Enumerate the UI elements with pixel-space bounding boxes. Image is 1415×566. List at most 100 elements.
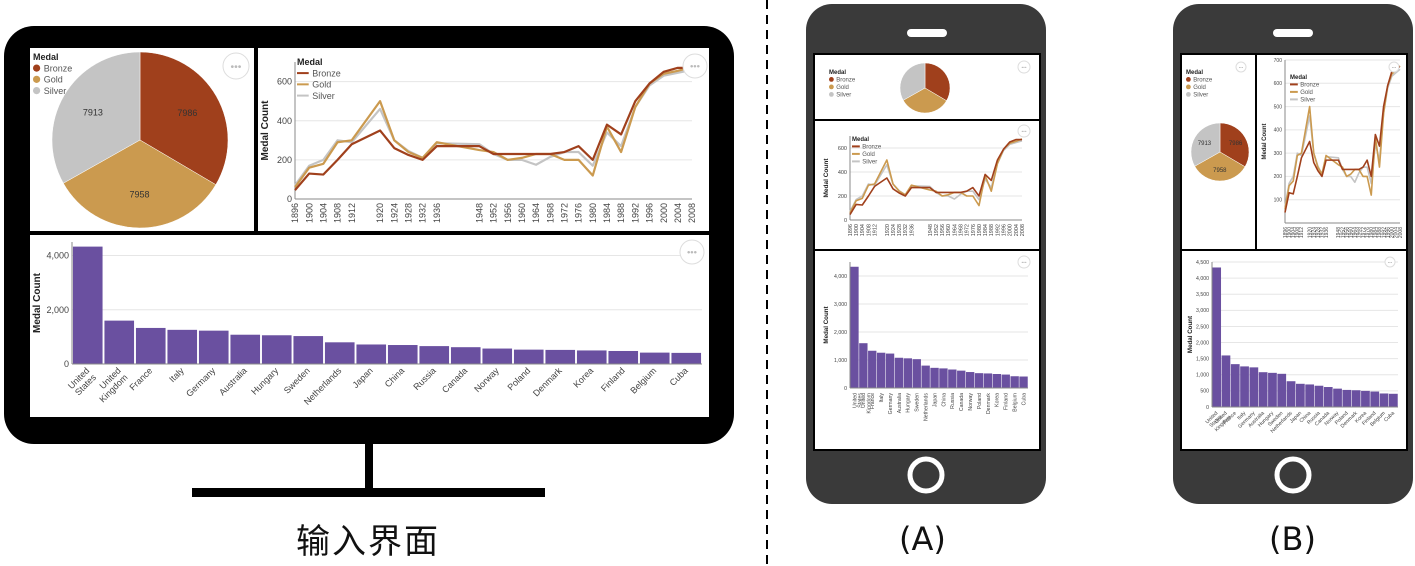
phone-a-bar-xtick: Netherlands bbox=[923, 393, 929, 421]
phone-b-bar-xtick-line: Italy bbox=[1236, 410, 1247, 421]
monitor-line-xtick: 1988 bbox=[616, 203, 626, 223]
phone-b-line-xtick: 1980 bbox=[1369, 227, 1375, 238]
phone-a-bar-xtick: Italy bbox=[879, 393, 885, 403]
phone-b-line-xtick: 1992 bbox=[1381, 227, 1387, 238]
phone-a-bar-yaxis-title: Medal Count bbox=[823, 306, 830, 343]
monitor-stand-neck bbox=[365, 444, 373, 488]
phone-a-bar-xtick-line: United bbox=[852, 393, 858, 408]
phone-b-line-xtick: 1900 bbox=[1287, 227, 1293, 238]
phone-a-line-xtick: 1992 bbox=[995, 224, 1001, 236]
monitor-bar bbox=[576, 350, 607, 364]
phone-b-bar-panel: 0 500 1,000 1,500 2,000 2,500 3,000 3,500 4,000 4… bbox=[1187, 256, 1398, 434]
monitor-line-xtick: 1956 bbox=[503, 203, 513, 223]
monitor-pie-legend-label-silver: Silver bbox=[44, 86, 67, 96]
monitor-pie-legend-label-gold: Gold bbox=[44, 75, 63, 85]
phone-b-line-legend-label-silver: Silver bbox=[1300, 98, 1315, 104]
phone-a-bar-xtick-line: France bbox=[870, 393, 876, 409]
monitor-line-xtick: 1920 bbox=[375, 203, 385, 223]
phone-b-line-xtick: 1912 bbox=[1299, 227, 1305, 238]
phone-a-bar bbox=[850, 266, 859, 388]
phone-b-speaker bbox=[1273, 29, 1313, 37]
phone-b-pie-more-menu-button bbox=[1235, 61, 1247, 73]
phone-a-bar-xtick: Belgium bbox=[1012, 393, 1018, 412]
phone-a-bar-xtick: UnitedStates bbox=[852, 393, 863, 408]
monitor-bar-more-menu-icon: ••• bbox=[687, 248, 697, 259]
phone-a-line-xtick: 1972 bbox=[965, 224, 971, 236]
phone-b-line-xtick: 2008 bbox=[1398, 227, 1404, 238]
phone-b-bar bbox=[1351, 390, 1361, 407]
phone-a-line-yaxis-title: Medal Count bbox=[823, 158, 830, 198]
phone-a-bar bbox=[903, 358, 913, 388]
phone-b-bar-ytick: 3,000 bbox=[1196, 308, 1209, 314]
phone-a-line-legend-title: Medal bbox=[852, 137, 869, 143]
monitor-bar bbox=[230, 334, 261, 364]
phone-b-line-xtick: 1988 bbox=[1377, 227, 1383, 238]
phone-b-home-button[interactable] bbox=[1274, 456, 1312, 494]
phone-b-bar-ytick: 4,500 bbox=[1196, 260, 1209, 266]
phone-b-line-xtick: 1976 bbox=[1365, 227, 1371, 238]
monitor-line-yaxis-title: Medal Count bbox=[260, 100, 271, 161]
phone-a-bar bbox=[939, 368, 948, 388]
phone-a-bar-xtick: Denmark bbox=[986, 393, 992, 414]
phone-b-bar-more-menu-icon: ••• bbox=[1388, 260, 1393, 265]
phone-b-pie-value-label: 7986 bbox=[1229, 141, 1243, 147]
phone-b-pie-slice-silver bbox=[1190, 122, 1221, 167]
monitor-line-ytick: 400 bbox=[277, 116, 292, 126]
monitor-bar bbox=[419, 346, 450, 364]
phone-b-bar-ytick: 500 bbox=[1200, 389, 1209, 395]
phone-b-bar bbox=[1277, 373, 1287, 407]
monitor-line-xtick: 2008 bbox=[687, 203, 697, 223]
phone-b-bar-yaxis-title: Medal Count bbox=[1187, 316, 1194, 353]
phone-a-home-button[interactable] bbox=[907, 456, 945, 494]
phone-b-bar-ytick: 2,000 bbox=[1196, 340, 1209, 346]
monitor-line-xtick: 1948 bbox=[474, 203, 484, 223]
caption-b: (B) bbox=[1269, 520, 1316, 558]
monitor-line-xtick: 1964 bbox=[531, 203, 541, 223]
phone-a-line-xtick: 1904 bbox=[860, 224, 866, 236]
monitor-line-ytick: 0 bbox=[287, 194, 292, 204]
phone-b-line-legend-title: Medal bbox=[1290, 75, 1307, 81]
phone-b-pie-slice-bronze bbox=[1219, 122, 1250, 168]
monitor-pie-legend-swatch-silver bbox=[33, 87, 41, 95]
phone-a-line-xtick: 1960 bbox=[946, 224, 952, 236]
phone-a-line-ytick: 600 bbox=[838, 146, 847, 152]
phone-b-bar bbox=[1305, 384, 1315, 407]
phone-b-line-panel: 100 200 300 400 500 600 700 1896190019041908191… bbox=[1262, 58, 1404, 238]
phone-a-bar bbox=[1001, 374, 1010, 388]
phone-b-pie-legend-swatch-bronze bbox=[1186, 77, 1191, 82]
phone-a-bar-more-menu-icon: ••• bbox=[1021, 261, 1026, 266]
phone-a-line-series-bronze bbox=[849, 138, 1022, 216]
monitor-line-xtick: 1908 bbox=[333, 203, 343, 223]
phone-b-line-xtick: 1968 bbox=[1357, 227, 1363, 238]
monitor-line-xtick: 1932 bbox=[418, 203, 428, 223]
monitor-bar bbox=[324, 342, 355, 364]
monitor-line-legend-title: Medal bbox=[297, 57, 323, 67]
phone-b-pie-value-label: 7958 bbox=[1213, 168, 1227, 174]
phone-b-line-xtick: 1952 bbox=[1340, 227, 1346, 238]
phone-a-bar bbox=[992, 374, 1002, 388]
phone-a-line-legend-label-bronze: Bronze bbox=[862, 145, 882, 151]
monitor-line-more-menu-icon: ••• bbox=[690, 62, 700, 73]
monitor-bar bbox=[261, 335, 292, 364]
phone-b-pie-value-label: 7913 bbox=[1198, 141, 1212, 147]
phone-b-bar bbox=[1240, 366, 1249, 407]
phone-b-line-xtick: 1932 bbox=[1320, 227, 1326, 238]
phone-b-bar-ytick: 3,500 bbox=[1196, 292, 1209, 298]
phone-b-line-xtick: 2000 bbox=[1390, 227, 1396, 238]
phone-a-pie-legend-label-bronze: Bronze bbox=[836, 78, 856, 84]
phone-a-bar-xtick-line: Germany bbox=[888, 393, 894, 415]
phone-a-line-ytick: 200 bbox=[838, 194, 847, 200]
monitor-bar bbox=[639, 352, 670, 364]
phone-a-bar-xtick-line: Japan bbox=[932, 393, 938, 407]
phone-b-pie-legend-title: Medal bbox=[1186, 70, 1203, 76]
phone-b-bar-ytick: 4,000 bbox=[1196, 276, 1209, 282]
phone-a-line-xtick: 1952 bbox=[934, 224, 940, 236]
phone-a-bar-ytick: 4,000 bbox=[834, 274, 847, 280]
phone-b-mockup: 798679587913MedalBronzeGoldSilver•••1002… bbox=[1173, 4, 1413, 504]
monitor-pie-more-menu-button bbox=[222, 52, 250, 80]
monitor-line-xtick: 1996 bbox=[645, 203, 655, 223]
